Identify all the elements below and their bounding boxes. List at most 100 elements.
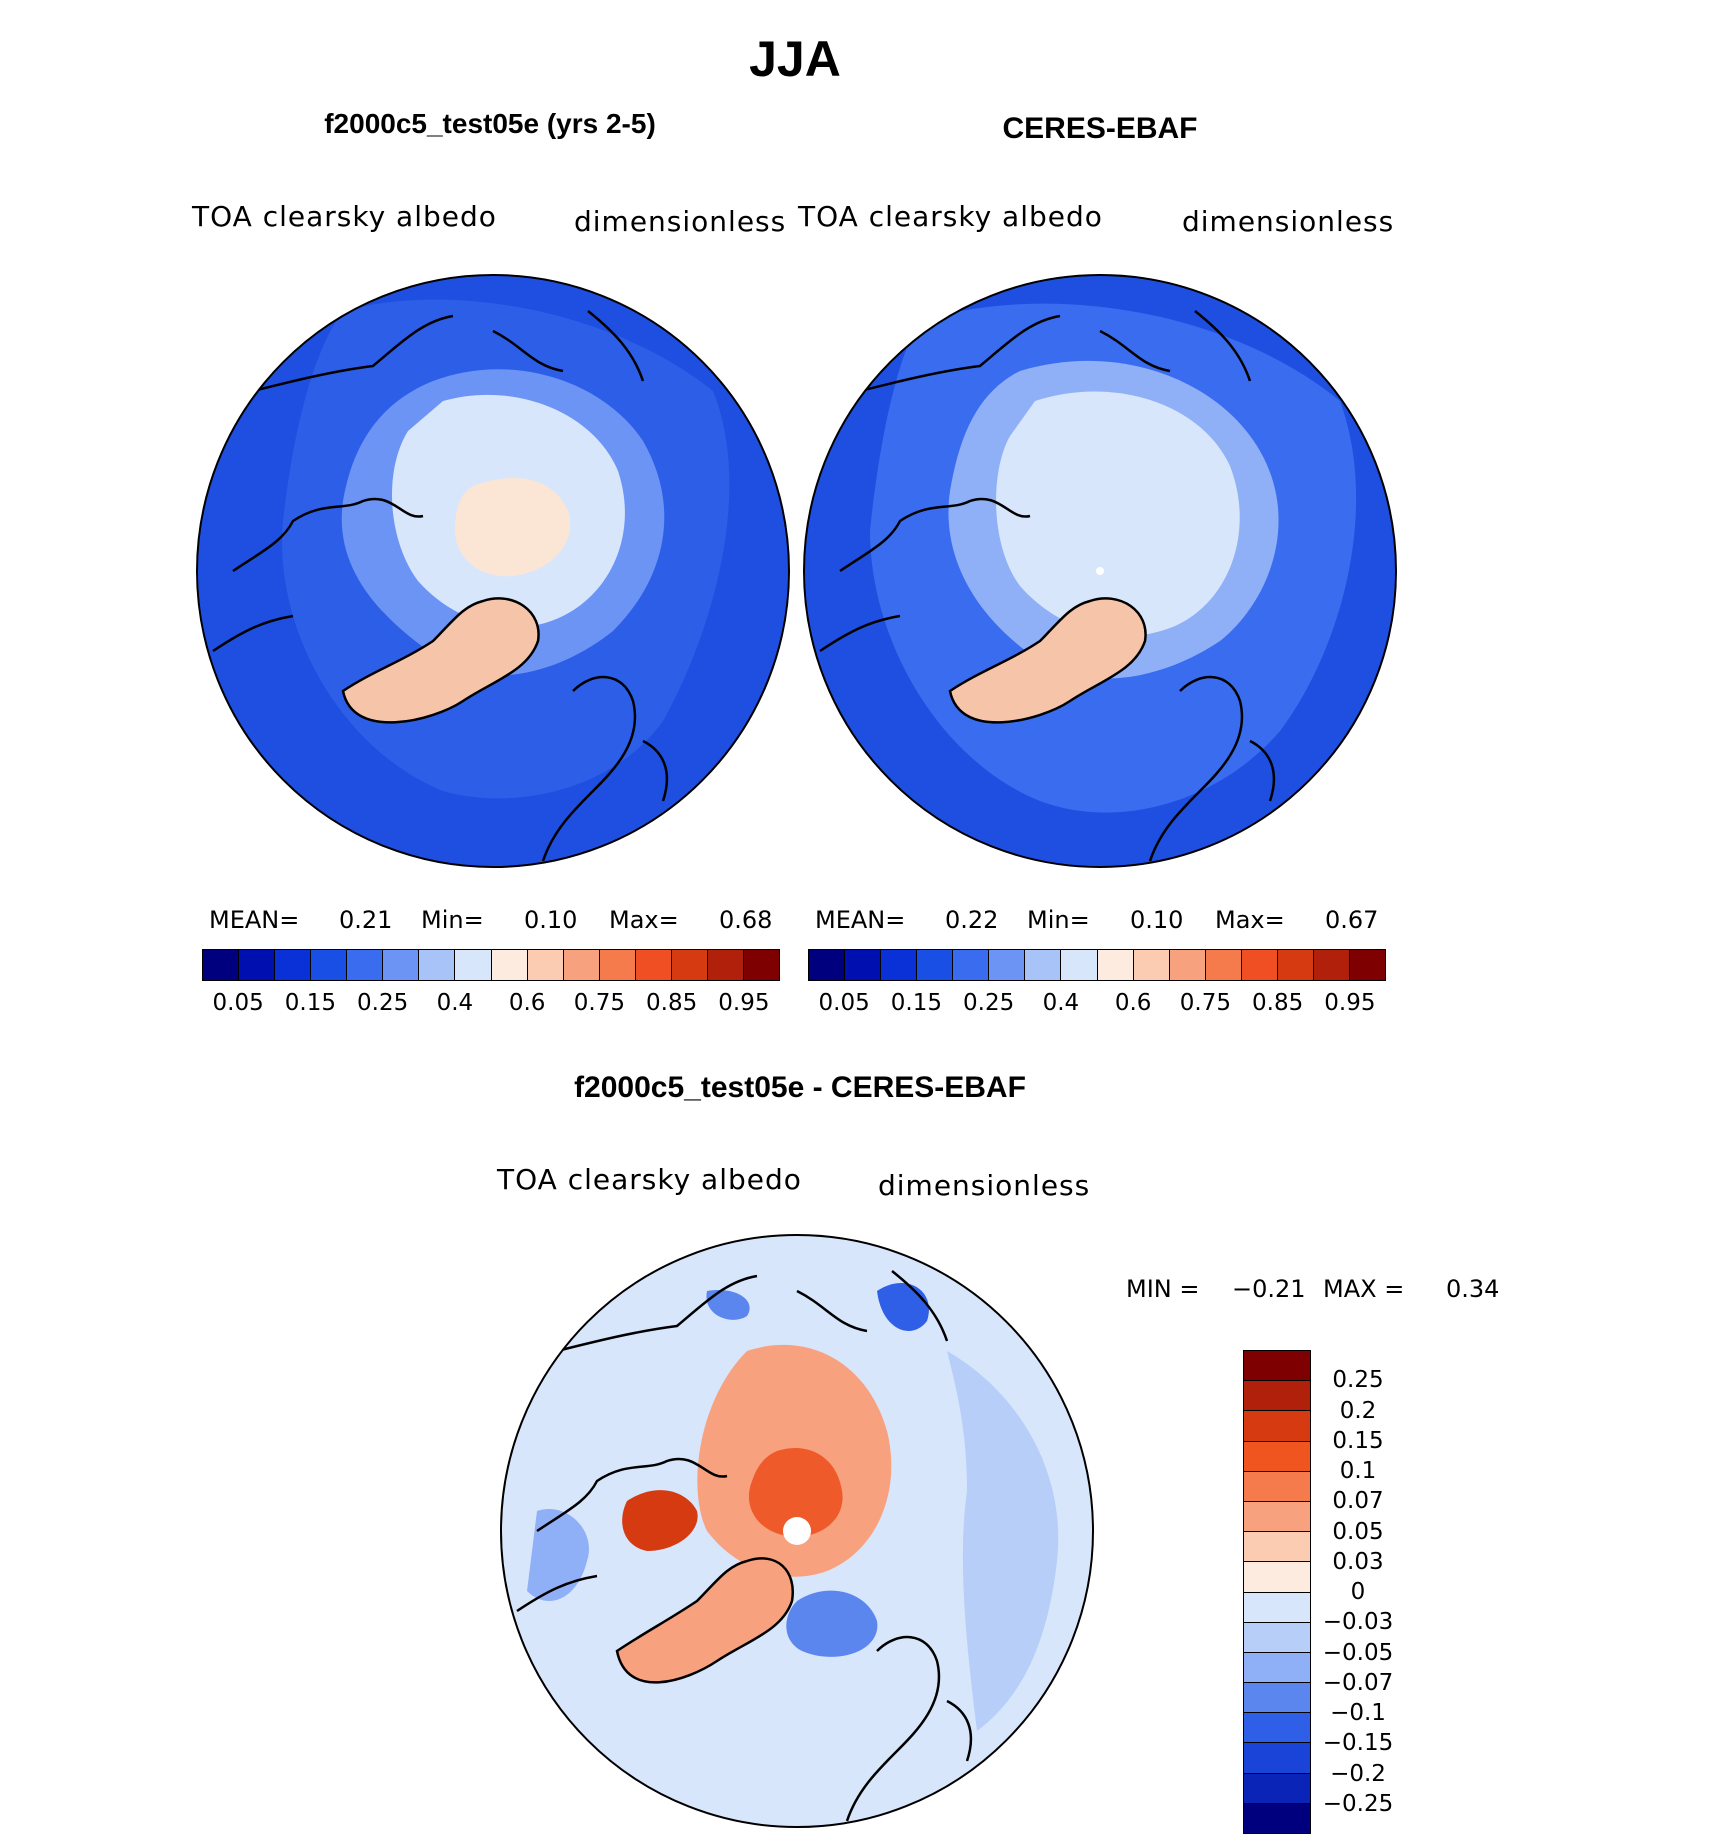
colorbar-swatch [1244, 1773, 1310, 1804]
model-colorbar-ticks: 0.05 0.15 0.25 0.4 0.6 0.75 0.85 0.95 [202, 990, 780, 1020]
coastline-europe [1148, 675, 1276, 862]
colorbar-swatch [419, 950, 456, 980]
colorbar-swatch [1169, 950, 1206, 980]
obs-stats: MEAN= 0.22 Min= 0.10 Max= 0.67 [815, 906, 1385, 934]
colorbar-tick-label: 0.25 [1332, 1367, 1384, 1394]
colorbar-swatch [1205, 950, 1242, 980]
diff-stats: MIN = −0.21 MAX = 0.34 [1126, 1275, 1546, 1303]
diff-min-label: MIN = [1126, 1275, 1200, 1303]
colorbar-swatch [881, 950, 918, 980]
colorbar-tick-label: 0.07 [1332, 1488, 1384, 1515]
colorbar-tick-label: 0 [1350, 1579, 1366, 1605]
colorbar-tick-label: 0.1 [1339, 1458, 1377, 1484]
model-panel-title: f2000c5_test05e (yrs 2-5) [324, 108, 656, 139]
colorbar-swatch [1244, 1713, 1310, 1744]
colorbar-tick-label: −0.15 [1322, 1730, 1394, 1757]
colorbar-swatch [1025, 950, 1062, 980]
colorbar-tick-label: 0.4 [1042, 990, 1080, 1016]
colorbar-swatch [1244, 1592, 1310, 1623]
colorbar-tick-label: 0.6 [508, 990, 546, 1016]
colorbar-swatch [917, 950, 954, 980]
colorbar-swatch [707, 950, 744, 980]
colorbar-swatch [1244, 1411, 1310, 1442]
model-mean-value: 0.21 [339, 906, 393, 934]
colorbar-swatch [1244, 1471, 1310, 1502]
colorbar-swatch [599, 950, 636, 980]
negative-anomaly-barents [786, 1590, 878, 1657]
colorbar-tick-label: 0.25 [357, 990, 409, 1016]
diff-units-label: dimensionless [878, 1169, 1091, 1202]
model-min-label: Min= [421, 906, 484, 934]
colorbar-swatch [1349, 950, 1385, 980]
colorbar-tick-label: −0.03 [1322, 1609, 1394, 1636]
colorbar-tick-label: 0.4 [436, 990, 474, 1016]
colorbar-swatch [455, 950, 492, 980]
diff-min-value: −0.21 [1232, 1275, 1306, 1303]
colorbar-swatch [491, 950, 528, 980]
colorbar-swatch [1097, 950, 1134, 980]
obs-max-label: Max= [1215, 906, 1285, 934]
central-ice-high [454, 478, 571, 577]
model-min-value: 0.10 [524, 906, 578, 934]
colorbar-tick-label: 0.15 [1332, 1427, 1384, 1454]
colorbar-tick-label: 0.6 [1114, 990, 1152, 1016]
colorbar-swatch [1244, 1381, 1310, 1412]
colorbar-swatch [1313, 950, 1350, 980]
diff-polar-map [500, 1234, 1094, 1828]
positive-anomaly-core [748, 1447, 843, 1537]
colorbar-tick-label: 0.15 [890, 990, 942, 1016]
colorbar-swatch [203, 950, 240, 980]
colorbar-swatch [311, 950, 348, 980]
model-max-label: Max= [609, 906, 679, 934]
obs-max-value: 0.67 [1325, 906, 1379, 934]
colorbar-tick-label: 0.75 [1179, 990, 1231, 1016]
diff-panel-title: f2000c5_test05e - CERES-EBAF [574, 1071, 1026, 1104]
map-boundary [803, 274, 1397, 868]
colorbar-tick-label: 0.2 [1339, 1397, 1377, 1424]
negative-anomaly-north [877, 1282, 929, 1331]
coastline-north-america [819, 497, 1031, 653]
colorbar-tick-label: 0.05 [1332, 1518, 1384, 1545]
colorbar-swatch [1244, 1683, 1310, 1714]
colorbar-tick-label: 0.95 [718, 990, 770, 1016]
colorbar-swatch [275, 950, 312, 980]
colorbar-swatch [671, 950, 708, 980]
map-boundary [196, 274, 790, 868]
colorbar-tick-label: −0.25 [1322, 1790, 1394, 1817]
colorbar-swatch [1133, 950, 1170, 980]
colorbar-tick-label: −0.05 [1322, 1639, 1394, 1666]
colorbar-tick-label: 0.05 [818, 990, 870, 1016]
model-stats: MEAN= 0.21 Min= 0.10 Max= 0.68 [209, 906, 779, 934]
colorbar-swatch [1244, 1532, 1310, 1563]
colorbar-tick-label: 0.85 [646, 990, 698, 1016]
diff-colorbar [1243, 1350, 1311, 1834]
coastline-asia [859, 310, 1252, 393]
coastline-europe [541, 675, 669, 862]
colorbar-swatch [845, 950, 882, 980]
arctic-ice-region [996, 391, 1240, 637]
colorbar-swatch [1244, 1441, 1310, 1472]
coastline-asia [556, 1270, 949, 1353]
greenland [948, 597, 1147, 724]
obs-polar-map [803, 274, 1397, 868]
colorbar-tick-label: 0.95 [1324, 990, 1376, 1016]
colorbar-swatch [1061, 950, 1098, 980]
obs-colorbar-ticks: 0.05 0.15 0.25 0.4 0.6 0.75 0.85 0.95 [808, 990, 1386, 1020]
colorbar-swatch [989, 950, 1026, 980]
colorbar-tick-label: 0.15 [284, 990, 336, 1016]
colorbar-swatch [527, 950, 564, 980]
obs-colorbar [808, 949, 1386, 981]
colorbar-swatch [809, 950, 846, 980]
model-variable-label: TOA clearsky albedo [192, 200, 497, 233]
colorbar-swatch [1244, 1743, 1310, 1774]
map-boundary [500, 1234, 1094, 1828]
obs-mean-value: 0.22 [945, 906, 999, 934]
colorbar-swatch [347, 950, 384, 980]
coastline-north-america [212, 497, 424, 653]
diff-max-label: MAX = [1323, 1275, 1405, 1303]
obs-panel-title: CERES-EBAF [1002, 112, 1198, 145]
coastline-asia [252, 310, 645, 393]
colorbar-swatch [953, 950, 990, 980]
colorbar-swatch [635, 950, 672, 980]
obs-min-value: 0.10 [1130, 906, 1184, 934]
